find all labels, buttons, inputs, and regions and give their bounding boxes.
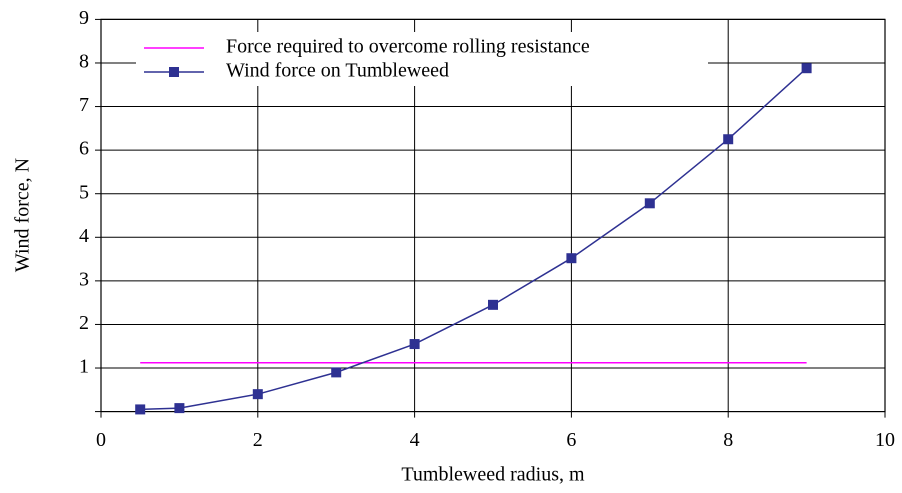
- y-tick-label: 2: [79, 312, 89, 334]
- data-point: [723, 134, 734, 145]
- data-point: [566, 253, 577, 264]
- y-tick-label: 8: [79, 51, 89, 73]
- series-line: [140, 67, 808, 411]
- x-tick-label: 10: [875, 429, 895, 451]
- y-tick-label: 6: [79, 138, 89, 160]
- data-point: [801, 63, 812, 74]
- y-tick-label: 5: [79, 181, 89, 203]
- data-point: [174, 403, 185, 414]
- legend-marker: [169, 67, 179, 77]
- x-axis-label: Tumbleweed radius, m: [401, 464, 585, 486]
- data-point: [488, 299, 498, 310]
- legend-box: [136, 32, 708, 86]
- y-tick-label: 4: [79, 225, 89, 247]
- y-tick-label: 7: [79, 94, 89, 116]
- x-tick-label: 6: [566, 429, 576, 451]
- y-tick-label: 9: [79, 7, 89, 29]
- y-tick-label: 3: [79, 268, 89, 290]
- y-tick-label: 1: [79, 356, 89, 378]
- data-point: [135, 404, 146, 415]
- legend-label: Force required to overcome rolling resis…: [226, 36, 590, 58]
- data-point: [331, 367, 342, 378]
- data-point: [644, 198, 655, 209]
- x-tick-label: 4: [410, 429, 420, 451]
- y-axis-label: Wind force, N: [12, 158, 34, 272]
- x-tick-label: 8: [723, 429, 733, 451]
- x-tick-label: 0: [96, 429, 106, 451]
- data-point: [252, 389, 263, 400]
- legend-label: Wind force on Tumbleweed: [226, 60, 449, 82]
- x-tick-label: 2: [253, 429, 263, 451]
- data-point: [409, 339, 420, 350]
